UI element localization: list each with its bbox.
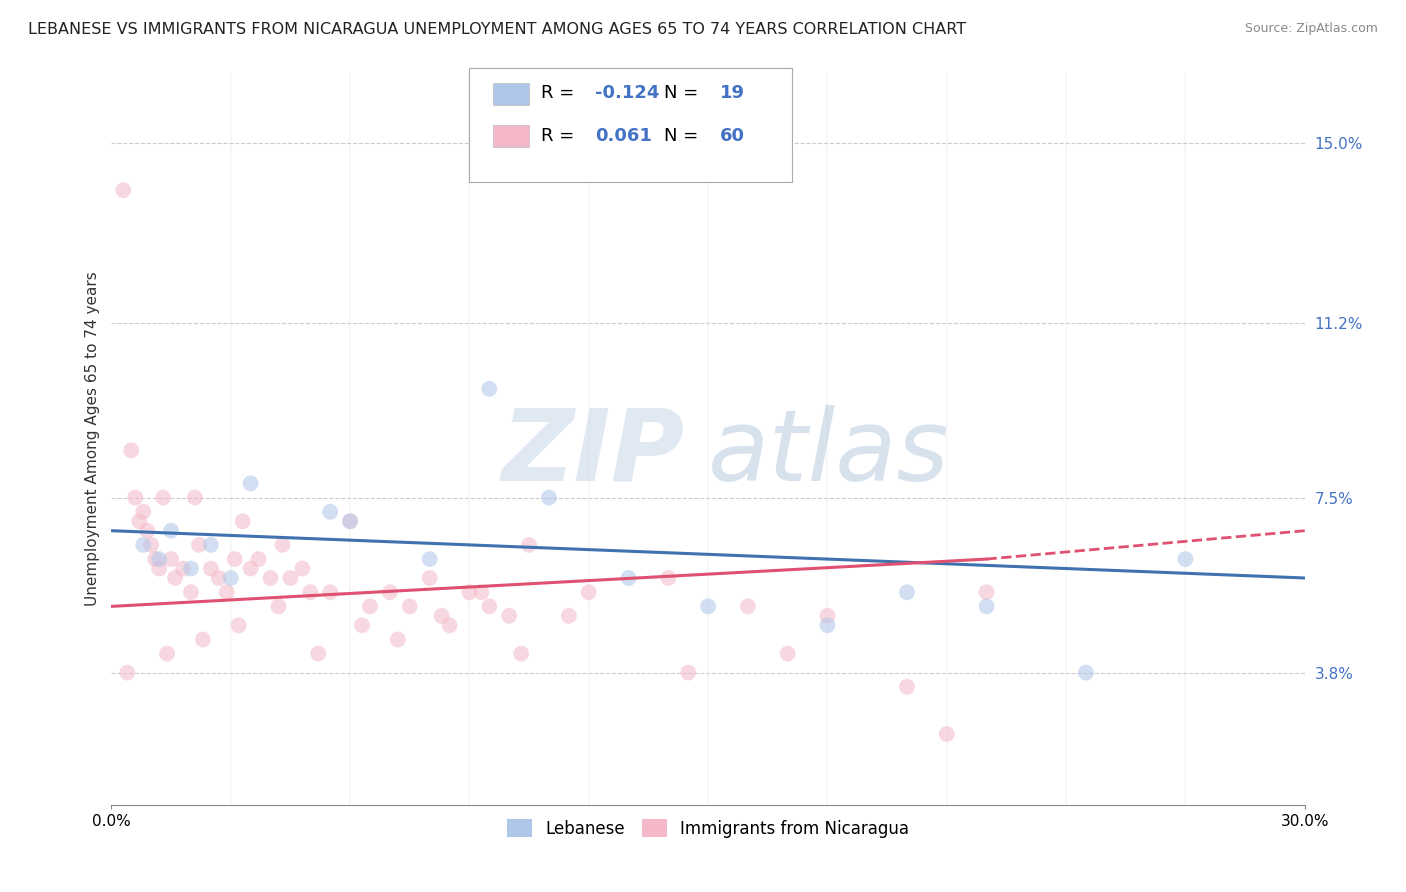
Point — [299, 585, 322, 599]
Text: 0.061: 0.061 — [595, 127, 651, 145]
Text: atlas: atlas — [709, 405, 949, 501]
Point — [247, 552, 270, 566]
Text: N =: N = — [664, 127, 704, 145]
Point — [259, 571, 281, 585]
Point — [239, 561, 262, 575]
Point — [307, 647, 329, 661]
Point — [224, 552, 246, 566]
Point — [896, 585, 918, 599]
Point — [817, 618, 839, 632]
Point — [478, 382, 501, 396]
Point — [419, 571, 441, 585]
Point — [319, 505, 342, 519]
Point — [676, 665, 699, 680]
Text: LEBANESE VS IMMIGRANTS FROM NICARAGUA UNEMPLOYMENT AMONG AGES 65 TO 74 YEARS COR: LEBANESE VS IMMIGRANTS FROM NICARAGUA UN… — [28, 22, 966, 37]
Text: R =: R = — [541, 127, 581, 145]
Point — [239, 476, 262, 491]
Point — [1074, 665, 1097, 680]
FancyBboxPatch shape — [470, 69, 792, 182]
Text: -0.124: -0.124 — [595, 84, 659, 103]
Point — [737, 599, 759, 614]
Point — [219, 571, 242, 585]
Point — [458, 585, 481, 599]
Legend: Lebanese, Immigrants from Nicaragua: Lebanese, Immigrants from Nicaragua — [501, 813, 915, 845]
Point — [510, 647, 533, 661]
Point — [517, 538, 540, 552]
Point — [470, 585, 492, 599]
Point — [200, 538, 222, 552]
Point — [359, 599, 381, 614]
Point — [291, 561, 314, 575]
Point — [398, 599, 420, 614]
Point — [817, 608, 839, 623]
Point — [132, 538, 155, 552]
Text: 19: 19 — [720, 84, 745, 103]
Point — [180, 585, 202, 599]
Point — [191, 632, 214, 647]
Point — [776, 647, 799, 661]
Point — [319, 585, 342, 599]
Point — [187, 538, 209, 552]
Text: R =: R = — [541, 84, 581, 103]
Point — [387, 632, 409, 647]
Point — [558, 608, 581, 623]
Point — [143, 552, 166, 566]
Point — [160, 552, 183, 566]
Point — [267, 599, 290, 614]
Point — [1174, 552, 1197, 566]
Point — [160, 524, 183, 538]
Point — [117, 665, 139, 680]
Point — [419, 552, 441, 566]
Y-axis label: Unemployment Among Ages 65 to 74 years: Unemployment Among Ages 65 to 74 years — [86, 271, 100, 606]
Point — [148, 552, 170, 566]
Point — [478, 599, 501, 614]
Point — [136, 524, 159, 538]
Point — [208, 571, 231, 585]
Point — [152, 491, 174, 505]
Point — [124, 491, 146, 505]
Point — [430, 608, 453, 623]
Point — [976, 599, 998, 614]
Point — [617, 571, 640, 585]
Point — [128, 514, 150, 528]
Point — [165, 571, 187, 585]
Point — [184, 491, 207, 505]
Point — [148, 561, 170, 575]
Point — [120, 443, 142, 458]
Point — [578, 585, 600, 599]
Point — [228, 618, 250, 632]
Point — [156, 647, 179, 661]
FancyBboxPatch shape — [494, 126, 529, 147]
FancyBboxPatch shape — [494, 83, 529, 105]
Point — [232, 514, 254, 528]
Point — [537, 491, 560, 505]
Point — [935, 727, 957, 741]
Point — [976, 585, 998, 599]
Text: ZIP: ZIP — [501, 405, 685, 501]
Point — [132, 505, 155, 519]
Point — [439, 618, 461, 632]
Point — [271, 538, 294, 552]
Text: Source: ZipAtlas.com: Source: ZipAtlas.com — [1244, 22, 1378, 36]
Point — [498, 608, 520, 623]
Text: N =: N = — [664, 84, 704, 103]
Point — [697, 599, 720, 614]
Point — [215, 585, 238, 599]
Point — [896, 680, 918, 694]
Point — [378, 585, 401, 599]
Point — [112, 183, 135, 197]
Point — [141, 538, 163, 552]
Point — [350, 618, 373, 632]
Point — [180, 561, 202, 575]
Text: 60: 60 — [720, 127, 745, 145]
Point — [339, 514, 361, 528]
Point — [280, 571, 302, 585]
Point — [172, 561, 194, 575]
Point — [339, 514, 361, 528]
Point — [200, 561, 222, 575]
Point — [657, 571, 679, 585]
